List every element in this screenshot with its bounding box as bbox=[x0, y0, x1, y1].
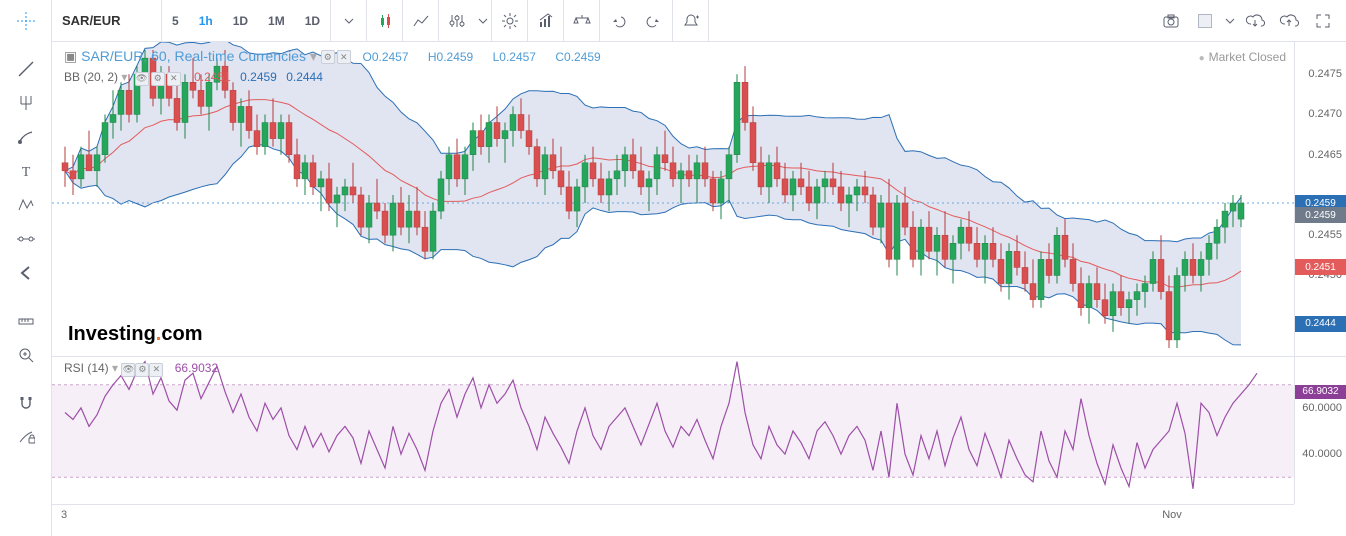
timeframe-1D[interactable]: 1D bbox=[223, 0, 258, 42]
timeframe-group: 51h1D1M1D bbox=[162, 0, 331, 41]
rsi-legend: RSI (14) ▾ 👁⚙✕ 66.9032 bbox=[64, 361, 218, 377]
timeframe-dropdown[interactable] bbox=[331, 0, 367, 42]
templates-button[interactable] bbox=[528, 0, 564, 42]
rsi-value-tag: 66.9032 bbox=[1295, 385, 1346, 399]
left-tool-strip: T bbox=[0, 0, 52, 536]
pitchfork-tool[interactable] bbox=[6, 86, 46, 120]
timeframe-1h[interactable]: 1h bbox=[189, 0, 223, 42]
timeframe-1M[interactable]: 1M bbox=[258, 0, 295, 42]
scale-button[interactable] bbox=[564, 0, 600, 42]
time-label: Nov bbox=[1162, 509, 1182, 521]
cloud-download-button[interactable] bbox=[1238, 0, 1272, 42]
forecast-tool[interactable] bbox=[6, 222, 46, 256]
market-status: Market Closed bbox=[1199, 50, 1286, 64]
magnet-tool[interactable] bbox=[6, 386, 46, 420]
compare-button[interactable] bbox=[403, 0, 439, 42]
price-panel[interactable]: ▣ SAR/EUR, 60, Real-time Currencies ▾ ⚙✕… bbox=[52, 42, 1294, 356]
brush-tool[interactable] bbox=[6, 120, 46, 154]
lock-tool[interactable] bbox=[6, 420, 46, 454]
svg-text:T: T bbox=[21, 165, 30, 180]
back-tool[interactable] bbox=[6, 256, 46, 290]
undo-button[interactable] bbox=[600, 0, 636, 42]
text-tool[interactable]: T bbox=[6, 154, 46, 188]
bg-color-dropdown[interactable] bbox=[1222, 0, 1238, 42]
price-tick: 0.2470 bbox=[1308, 108, 1342, 120]
rsi-tick: 60.0000 bbox=[1302, 402, 1342, 414]
rsi-tick: 40.0000 bbox=[1302, 448, 1342, 460]
undo-redo-group bbox=[600, 0, 673, 41]
indicators-dropdown[interactable] bbox=[475, 0, 491, 42]
bg-color-picker[interactable] bbox=[1188, 0, 1222, 42]
timeframe-5[interactable]: 5 bbox=[162, 0, 189, 42]
zoom-tool[interactable] bbox=[6, 338, 46, 372]
rsi-panel[interactable]: RSI (14) ▾ 👁⚙✕ 66.9032 bbox=[52, 356, 1294, 504]
redo-button[interactable] bbox=[636, 0, 672, 42]
top-toolbar: SAR/EUR 51h1D1M1D bbox=[52, 0, 1346, 42]
fullscreen-button[interactable] bbox=[1306, 0, 1340, 42]
settings-button[interactable] bbox=[492, 0, 528, 42]
price-tag: 0.2444 bbox=[1295, 316, 1346, 332]
time-axis[interactable]: 3 Nov bbox=[52, 504, 1294, 536]
watermark: Investing.com bbox=[68, 323, 202, 346]
crosshair-tool[interactable] bbox=[6, 4, 46, 38]
chart-style-candles[interactable] bbox=[367, 0, 403, 42]
timeframe-1D[interactable]: 1D bbox=[295, 0, 330, 42]
screenshot-button[interactable] bbox=[1154, 0, 1188, 42]
bb-legend: BB (20, 2) ▾ 👁⚙✕ 0.2451 0.2459 0.2444 bbox=[64, 70, 323, 86]
price-tick: 0.2455 bbox=[1308, 229, 1342, 241]
price-tag: 0.2451 bbox=[1295, 259, 1346, 275]
indicators-group bbox=[439, 0, 492, 41]
chart-legend: ▣ SAR/EUR, 60, Real-time Currencies ▾ ⚙✕… bbox=[64, 48, 617, 65]
measure-tool[interactable] bbox=[6, 304, 46, 338]
right-toolbar-group bbox=[1154, 0, 1346, 41]
pattern-tool[interactable] bbox=[6, 188, 46, 222]
price-tick: 0.2465 bbox=[1308, 149, 1342, 161]
price-axis[interactable]: 0.24750.24700.24650.24550.24500.24590.24… bbox=[1294, 42, 1346, 356]
price-tick: 0.2475 bbox=[1308, 68, 1342, 80]
price-tag: 0.2459 bbox=[1295, 207, 1346, 223]
indicators-button[interactable] bbox=[439, 0, 475, 42]
symbol-input[interactable]: SAR/EUR bbox=[52, 0, 162, 41]
rsi-axis[interactable]: 60.0000 40.0000 66.9032 bbox=[1294, 356, 1346, 504]
time-label: 3 bbox=[61, 509, 67, 521]
alert-button[interactable] bbox=[673, 0, 709, 42]
cloud-upload-button[interactable] bbox=[1272, 0, 1306, 42]
chart-wrapper: ▣ SAR/EUR, 60, Real-time Currencies ▾ ⚙✕… bbox=[52, 42, 1346, 536]
trendline-tool[interactable] bbox=[6, 52, 46, 86]
